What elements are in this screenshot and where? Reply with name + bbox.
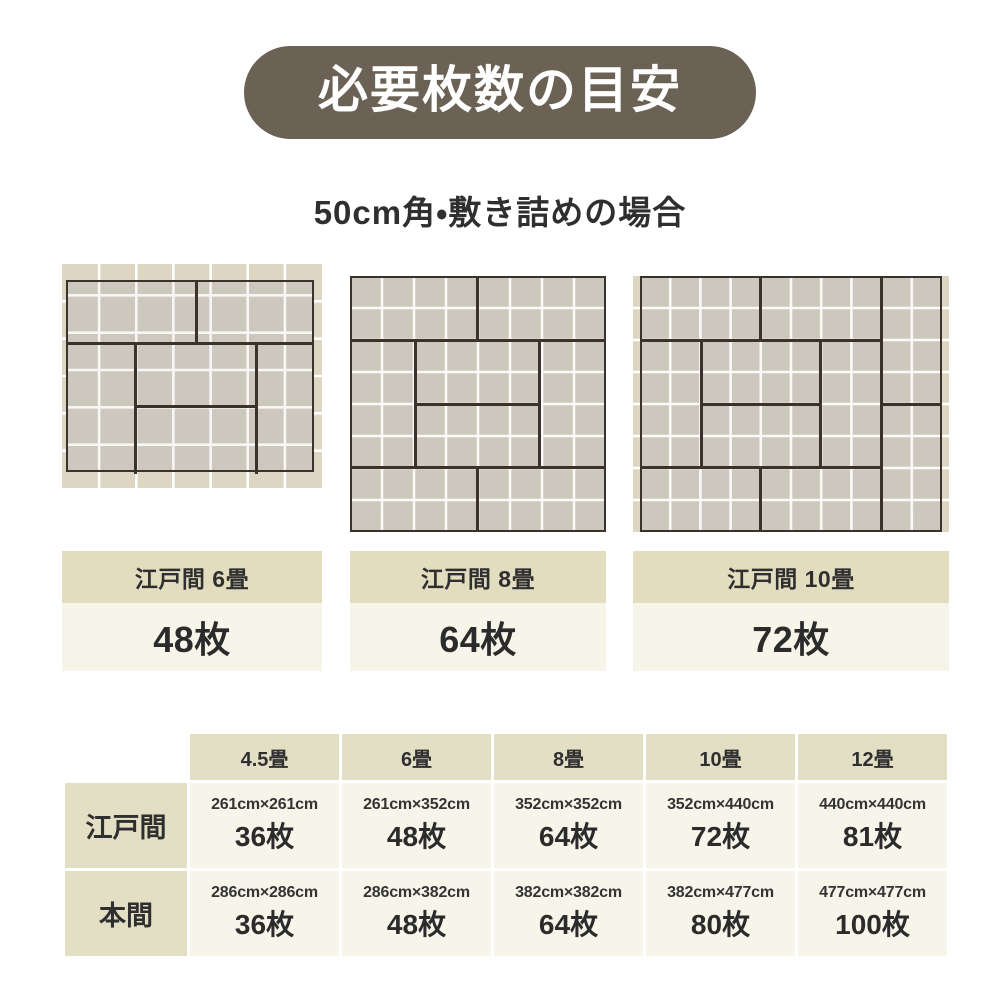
summary-card-10jo-body: 72枚 bbox=[633, 603, 949, 671]
cell-dimension: 286cm×382cm bbox=[363, 884, 470, 901]
table-header-row: 4.5畳 6畳 8畳 10畳 12畳 bbox=[65, 734, 947, 780]
summary-card-10jo-header: 江戸間 10畳 bbox=[633, 551, 949, 603]
cell-dimension: 352cm×440cm bbox=[667, 796, 774, 813]
table-row: 江戸間 261cm×261cm 36枚 261cm×352cm 48枚 352c… bbox=[65, 783, 947, 868]
table-col-header-10jo: 10畳 bbox=[646, 734, 795, 780]
title-banner: 必要枚数の目安 bbox=[0, 46, 1000, 139]
cell-dimension: 382cm×477cm bbox=[667, 884, 774, 901]
summary-card-6jo-label: 江戸間 6畳 bbox=[134, 566, 250, 592]
table-col-header-6jo: 6畳 bbox=[342, 734, 491, 780]
cell-count: 72枚 bbox=[690, 821, 751, 852]
cell-count: 48枚 bbox=[386, 909, 447, 940]
diagram-edoma-10jo bbox=[633, 276, 949, 532]
cell-count: 81枚 bbox=[842, 821, 903, 852]
table-cell-honma-12jo: 477cm×477cm 100枚 bbox=[798, 871, 947, 956]
cell-dimension: 261cm×352cm bbox=[363, 796, 470, 813]
cell-dimension: 477cm×477cm bbox=[819, 884, 926, 901]
table-col-header-8jo: 8畳 bbox=[494, 734, 643, 780]
side-tile-grid-right-10jo bbox=[941, 306, 949, 502]
table-row-header-honma: 本間 bbox=[65, 871, 187, 956]
table-row: 本間 286cm×286cm 36枚 286cm×382cm 48枚 382cm… bbox=[65, 871, 947, 956]
summary-card-10jo-count: 72枚 bbox=[752, 619, 830, 660]
cell-count: 64枚 bbox=[538, 909, 599, 940]
table-row-header-edoma: 江戸間 bbox=[65, 783, 187, 868]
table-cell-edoma-6jo: 261cm×352cm 48枚 bbox=[342, 783, 491, 868]
summary-card-6jo-count: 48枚 bbox=[153, 619, 231, 660]
cell-dimension: 286cm×286cm bbox=[211, 884, 318, 901]
table-cell-edoma-10jo: 352cm×440cm 72枚 bbox=[646, 783, 795, 868]
room-area-8jo bbox=[350, 276, 606, 532]
summary-card-8jo-count: 64枚 bbox=[439, 619, 517, 660]
cell-count: 36枚 bbox=[234, 909, 295, 940]
table-cell-honma-4-5jo: 286cm×286cm 36枚 bbox=[190, 871, 339, 956]
cell-count: 100枚 bbox=[835, 909, 910, 940]
summary-card-6jo-body: 48枚 bbox=[62, 603, 322, 671]
cell-dimension: 382cm×382cm bbox=[515, 884, 622, 901]
table-col-header-4-5jo: 4.5畳 bbox=[190, 734, 339, 780]
cell-dimension: 440cm×440cm bbox=[819, 796, 926, 813]
diagram-edoma-6jo bbox=[62, 258, 322, 494]
tile-grid-10jo bbox=[640, 276, 942, 532]
summary-card-6jo-header: 江戸間 6畳 bbox=[62, 551, 322, 603]
room-area-6jo bbox=[66, 280, 314, 472]
room-area-10jo bbox=[640, 276, 942, 532]
tile-grid-8jo bbox=[350, 276, 606, 532]
room-tile-grid-6jo bbox=[66, 280, 314, 472]
summary-card-8jo-header: 江戸間 8畳 bbox=[350, 551, 606, 603]
table-cell-edoma-12jo: 440cm×440cm 81枚 bbox=[798, 783, 947, 868]
side-tiles-right-10jo bbox=[941, 276, 949, 532]
summary-card-6jo: 江戸間 6畳 48枚 bbox=[62, 551, 322, 671]
spec-table: 4.5畳 6畳 8畳 10畳 12畳 江戸間 261cm×261cm 36枚 2… bbox=[62, 731, 950, 959]
room-layout-diagrams bbox=[0, 258, 1000, 543]
summary-card-10jo-label: 江戸間 10畳 bbox=[727, 566, 855, 592]
subtitle: 50cm角・敷き詰めの場合 bbox=[313, 194, 687, 231]
summary-card-8jo-label: 江戸間 8畳 bbox=[420, 566, 536, 592]
summary-card-8jo: 江戸間 8畳 64枚 bbox=[350, 551, 606, 671]
cell-dimension: 352cm×352cm bbox=[515, 796, 622, 813]
diagram-edoma-8jo bbox=[350, 276, 606, 532]
table-corner-cell bbox=[65, 734, 187, 780]
cell-count: 48枚 bbox=[386, 821, 447, 852]
page-title: 必要枚数の目安 bbox=[318, 62, 682, 118]
spec-table-wrapper: 4.5畳 6畳 8畳 10畳 12畳 江戸間 261cm×261cm 36枚 2… bbox=[62, 731, 950, 959]
table-cell-honma-6jo: 286cm×382cm 48枚 bbox=[342, 871, 491, 956]
summary-card-10jo: 江戸間 10畳 72枚 bbox=[633, 551, 949, 671]
cell-dimension: 261cm×261cm bbox=[211, 796, 318, 813]
cell-count: 36枚 bbox=[234, 821, 295, 852]
table-cell-honma-8jo: 382cm×382cm 64枚 bbox=[494, 871, 643, 956]
table-cell-edoma-8jo: 352cm×352cm 64枚 bbox=[494, 783, 643, 868]
cell-count: 80枚 bbox=[690, 909, 751, 940]
table-cell-honma-10jo: 382cm×477cm 80枚 bbox=[646, 871, 795, 956]
cell-count: 64枚 bbox=[538, 821, 599, 852]
summary-cards: 江戸間 6畳 48枚 江戸間 8畳 64枚 江戸間 10畳 72枚 bbox=[0, 551, 1000, 671]
title-pill: 必要枚数の目安 bbox=[244, 46, 756, 139]
summary-card-8jo-body: 64枚 bbox=[350, 603, 606, 671]
table-cell-edoma-4-5jo: 261cm×261cm 36枚 bbox=[190, 783, 339, 868]
table-col-header-12jo: 12畳 bbox=[798, 734, 947, 780]
